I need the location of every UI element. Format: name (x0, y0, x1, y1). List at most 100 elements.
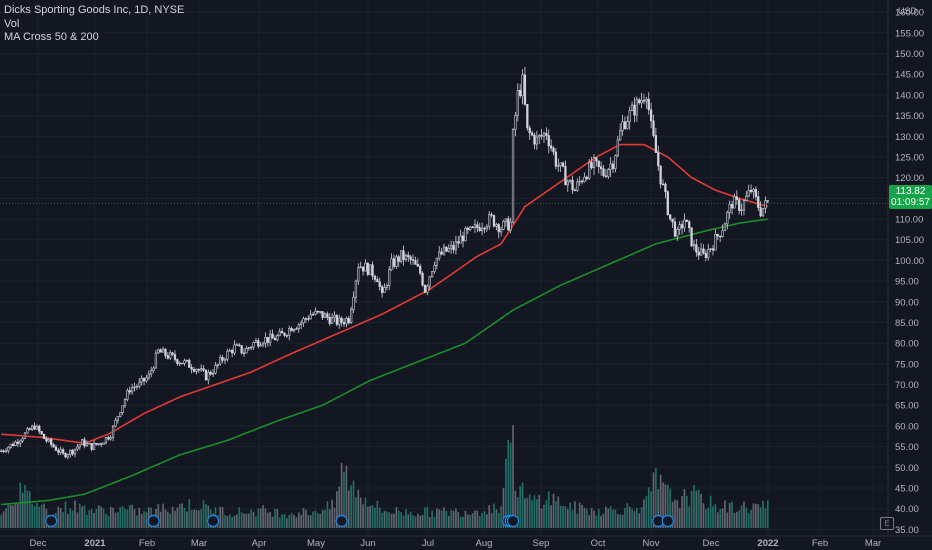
time-axis[interactable]: Dec 2021 Feb Mar Apr May Jun Jul Aug Sep Oct Nov Dec… (30, 538, 882, 549)
volume-bar (326, 501, 329, 528)
candle-body (197, 369, 200, 371)
candle (180, 362, 184, 365)
bar-countdown: 01:09:57 (891, 197, 930, 208)
candle-body (416, 264, 419, 267)
candle (202, 365, 205, 373)
volume-bar (633, 511, 636, 528)
candle-body (130, 387, 134, 393)
candle-body (88, 443, 91, 445)
candle (92, 440, 96, 450)
candle (166, 352, 169, 360)
ma50-path (1, 143, 769, 445)
candle-body (454, 241, 458, 251)
candle (764, 196, 767, 214)
candle (347, 316, 350, 325)
volume-bar (74, 500, 76, 528)
volume-bar (266, 512, 269, 528)
candle-body (428, 276, 431, 287)
candle (266, 337, 269, 347)
candle-body (280, 331, 284, 334)
volume-bar (7, 503, 10, 528)
candle-body (616, 139, 619, 157)
volume-bar (628, 506, 631, 528)
candle-body (647, 98, 650, 111)
candle (280, 327, 284, 334)
candle (680, 220, 684, 235)
candle-body (50, 439, 53, 445)
candle (340, 316, 343, 327)
volume-bar (543, 504, 545, 528)
candle-body (7, 446, 10, 452)
candle-body (245, 347, 248, 354)
volume-bar (57, 506, 60, 528)
candle-body (530, 132, 534, 136)
volume-bar (340, 462, 343, 528)
ma50-line (1, 143, 769, 445)
candle (423, 284, 427, 294)
volume-bar (552, 493, 555, 528)
volume-bar (562, 505, 564, 528)
candle (526, 104, 529, 131)
volume-bar (190, 509, 193, 528)
volume-label[interactable]: Vol (4, 17, 20, 30)
volume-bar (264, 508, 267, 528)
candle (114, 417, 117, 428)
candle-body (73, 448, 77, 455)
candle-body (180, 362, 184, 365)
volume-bar (176, 507, 179, 528)
price-axis[interactable]: 35.00 40.00 45.00 50.00 55.00 60.00 65.00 70.00… (895, 8, 924, 536)
candle-body (278, 331, 281, 336)
candle (714, 229, 717, 251)
indicator-label[interactable]: MA Cross 50 & 200 (4, 31, 99, 43)
candle-body (659, 165, 662, 185)
candle (245, 345, 248, 354)
candle-body (635, 99, 638, 116)
volume-bar (140, 513, 143, 528)
candle-body (221, 357, 224, 361)
candle (52, 443, 55, 448)
volume-bar (731, 501, 733, 528)
candle (161, 346, 165, 353)
candle (557, 158, 560, 172)
volume-bar (400, 512, 402, 528)
candle (454, 235, 458, 255)
candle-body (14, 441, 17, 446)
volume-bar (202, 500, 205, 528)
candle-body (373, 275, 377, 280)
candle (580, 179, 584, 185)
volume-bar (526, 497, 529, 528)
candle (304, 317, 308, 323)
candle-body (402, 250, 405, 260)
candle (100, 442, 103, 448)
candle (547, 129, 550, 154)
candle (459, 229, 462, 244)
volume-bar (619, 514, 622, 528)
scale-toggle-button[interactable]: E (880, 517, 894, 530)
candle-body (664, 183, 667, 193)
volume-bar (90, 509, 93, 528)
candle (147, 370, 150, 381)
volume-bar (283, 514, 286, 528)
volume-bar (157, 504, 160, 528)
candle-body (390, 258, 393, 271)
candle-body (69, 449, 72, 456)
candle (509, 217, 512, 233)
candle (609, 157, 612, 177)
price-tick-label: 145.00 (895, 70, 924, 81)
candle (197, 368, 200, 374)
candle-body (28, 428, 31, 431)
volume-bar (312, 511, 314, 528)
candle (419, 263, 422, 276)
price-tick-label: 105.00 (895, 235, 924, 246)
ma200-path (1, 218, 768, 506)
volume-bar (381, 512, 383, 528)
candle (388, 266, 391, 291)
volume-bar (728, 502, 731, 528)
candle-body (33, 425, 36, 430)
candle-body (488, 214, 491, 227)
symbol-title[interactable]: Dicks Sporting Goods Inc, 1D, NYSE (4, 4, 185, 16)
candle (438, 246, 441, 261)
candle-body (142, 377, 146, 382)
last-price-tag: 113.82 01:09:57 (889, 185, 932, 209)
